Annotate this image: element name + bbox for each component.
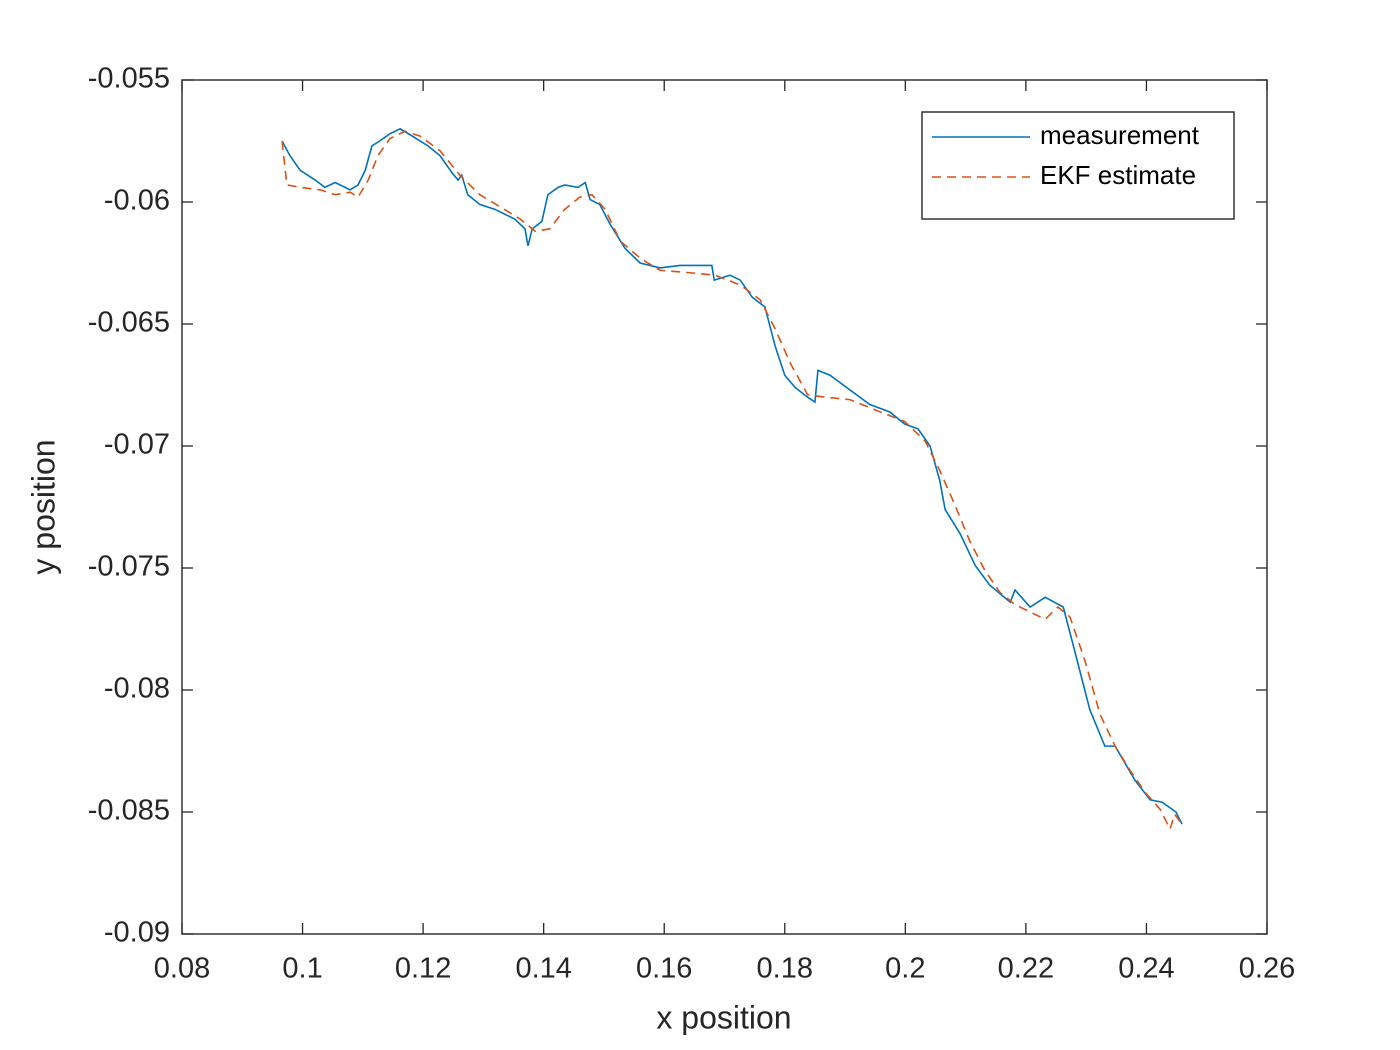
x-tick-label: 0.22 <box>998 953 1054 985</box>
x-tick-label: 0.08 <box>154 953 210 985</box>
legend-label: measurement <box>1040 120 1200 150</box>
legend-box <box>921 111 1235 220</box>
y-tick-label: -0.065 <box>88 307 170 339</box>
x-tick-label: 0.26 <box>1239 953 1295 985</box>
plot-area <box>182 80 1267 934</box>
x-tick-label: 0.2 <box>885 953 925 985</box>
y-tick-label: -0.07 <box>104 429 170 461</box>
x-axis-label: x position <box>656 999 791 1035</box>
x-tick-label: 0.1 <box>282 953 322 985</box>
y-tick-label: -0.09 <box>104 917 170 949</box>
x-tick-label: 0.16 <box>636 953 692 985</box>
x-tick-label: 0.18 <box>757 953 813 985</box>
y-tick-label: -0.08 <box>104 673 170 705</box>
y-tick-label: -0.06 <box>104 185 170 217</box>
x-tick-label: 0.24 <box>1118 953 1174 985</box>
series-line <box>281 127 1183 825</box>
legend-label: EKF estimate <box>1040 160 1196 190</box>
y-tick-label: -0.055 <box>88 63 170 95</box>
x-tick-label: 0.14 <box>515 953 571 985</box>
y-tick-label: -0.075 <box>88 551 170 583</box>
y-axis-label: y position <box>25 439 61 574</box>
y-tick-label: -0.085 <box>88 795 170 827</box>
x-tick-label: 0.12 <box>395 953 451 985</box>
axes-frame <box>181 79 1268 935</box>
